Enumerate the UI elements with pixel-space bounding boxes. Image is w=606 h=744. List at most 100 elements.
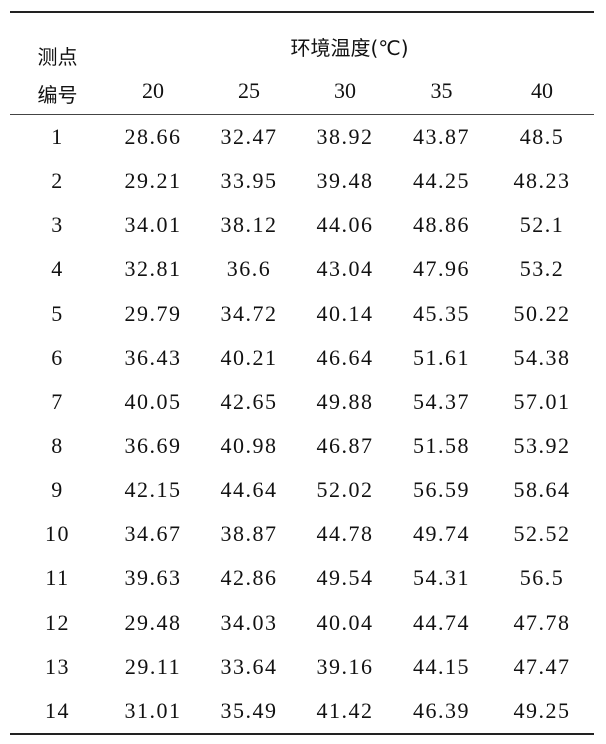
value-cell: 35.49: [201, 688, 297, 735]
point-id-cell: 3: [51, 212, 64, 238]
value-cell: 34.01: [124, 212, 182, 238]
value-cell: 29.21: [124, 168, 182, 194]
value-cell: 31.01: [105, 688, 201, 735]
table-row: 13 29.11 33.64 39.16 44.15 47.47: [10, 645, 594, 689]
column-header-20: 20: [105, 67, 201, 115]
point-id-cell: 5: [51, 300, 64, 326]
table-row: 2 29.21 33.95 39.48 44.25 48.23: [10, 159, 594, 203]
value-cell: 33.64: [220, 653, 278, 679]
value-cell: 44.06: [316, 212, 374, 238]
point-id-header: 测点 编号: [10, 11, 105, 115]
value-cell: 48.23: [513, 168, 571, 194]
table-row: 10 34.67 38.87 44.78 49.74 52.52: [10, 512, 594, 556]
value-cell: 46.39: [393, 688, 490, 735]
value-cell: 52.52: [513, 521, 571, 547]
value-cell: 47.47: [513, 653, 571, 679]
value-cell: 40.04: [316, 609, 374, 635]
value-cell: 36.6: [226, 256, 272, 282]
table-row: 8 36.69 40.98 46.87 51.58 53.92: [10, 424, 594, 468]
value-cell: 29.48: [124, 609, 182, 635]
value-cell: 49.54: [316, 565, 374, 591]
value-cell: 39.48: [316, 168, 374, 194]
table-row: 14 31.01 35.49 41.42 46.39 49.25: [10, 688, 595, 735]
value-cell: 49.88: [316, 388, 374, 414]
value-cell: 54.38: [513, 344, 571, 370]
row-header-line2: 编号: [37, 83, 78, 107]
value-cell: 53.92: [513, 433, 571, 459]
value-cell: 38.12: [220, 212, 278, 238]
value-cell: 49.25: [490, 688, 595, 735]
point-id-cell: 1: [51, 124, 64, 150]
column-header-35: 35: [393, 67, 490, 115]
table-row: 7 40.05 42.65 49.88 54.37 57.01: [10, 380, 594, 424]
value-cell: 49.74: [413, 521, 470, 547]
value-cell: 38.92: [316, 124, 374, 150]
value-cell: 43.04: [316, 256, 374, 282]
ambient-temperature-header: 环境温度(℃): [105, 11, 595, 67]
point-id-cell: 11: [45, 565, 70, 591]
value-cell: 34.67: [124, 521, 182, 547]
value-cell: 52.02: [316, 477, 374, 503]
value-cell: 39.63: [124, 565, 182, 591]
point-id-cell: 2: [51, 168, 64, 194]
value-cell: 44.74: [413, 609, 470, 635]
value-cell: 48.86: [413, 212, 470, 238]
value-cell: 53.2: [519, 256, 565, 282]
value-cell: 45.35: [413, 300, 470, 326]
column-header-40: 40: [490, 67, 595, 115]
value-cell: 34.03: [220, 609, 278, 635]
table-row: 4 32.81 36.6 43.04 47.96 53.2: [10, 247, 594, 291]
value-cell: 29.11: [124, 653, 182, 679]
value-cell: 46.64: [316, 344, 374, 370]
value-cell: 44.25: [413, 168, 470, 194]
value-cell: 42.15: [124, 477, 182, 503]
point-id-cell: 14: [10, 688, 105, 735]
table-row: 9 42.15 44.64 52.02 56.59 58.64: [10, 468, 594, 512]
value-cell: 52.1: [519, 212, 565, 238]
table-row: 11 39.63 42.86 49.54 54.31 56.5: [10, 556, 594, 600]
value-cell: 40.21: [220, 344, 278, 370]
value-cell: 44.64: [220, 477, 278, 503]
value-cell: 47.96: [413, 256, 470, 282]
value-cell: 54.37: [413, 388, 470, 414]
value-cell: 34.72: [220, 300, 278, 326]
value-cell: 42.86: [220, 565, 278, 591]
table-row: 1 28.66 32.47 38.92 43.87 48.5: [10, 115, 594, 160]
value-cell: 40.98: [220, 433, 278, 459]
table-row: 6 36.43 40.21 46.64 51.61 54.38: [10, 336, 594, 380]
point-id-cell: 12: [45, 609, 70, 635]
table-row: 3 34.01 38.12 44.06 48.86 52.1: [10, 203, 594, 247]
value-cell: 41.42: [297, 688, 393, 735]
value-cell: 48.5: [519, 124, 565, 150]
value-cell: 58.64: [513, 477, 571, 503]
point-id-cell: 6: [51, 344, 64, 370]
temperature-table: 测点 编号 环境温度(℃) 20 25 30 35 40 1 28.66 32.47 38.92…: [10, 11, 595, 735]
point-id-cell: 7: [51, 388, 64, 414]
value-cell: 29.79: [124, 300, 182, 326]
value-cell: 40.05: [124, 388, 182, 414]
value-cell: 43.87: [413, 124, 470, 150]
column-header-30: 30: [297, 67, 393, 115]
value-cell: 32.81: [124, 256, 182, 282]
value-cell: 38.87: [220, 521, 278, 547]
value-cell: 50.22: [513, 300, 571, 326]
point-id-cell: 4: [51, 256, 64, 282]
value-cell: 56.59: [413, 477, 470, 503]
value-cell: 42.65: [220, 388, 278, 414]
value-cell: 51.61: [413, 344, 470, 370]
point-id-cell: 13: [45, 653, 70, 679]
table-row: 12 29.48 34.03 40.04 44.74 47.78: [10, 601, 594, 645]
point-id-cell: 9: [51, 477, 64, 503]
value-cell: 33.95: [220, 168, 278, 194]
value-cell: 32.47: [220, 124, 278, 150]
value-cell: 56.5: [519, 565, 565, 591]
value-cell: 47.78: [513, 609, 571, 635]
value-cell: 51.58: [413, 433, 470, 459]
column-header-25: 25: [201, 67, 297, 115]
value-cell: 36.69: [124, 433, 182, 459]
value-cell: 36.43: [124, 344, 182, 370]
point-id-cell: 10: [45, 521, 70, 547]
value-cell: 46.87: [316, 433, 374, 459]
value-cell: 57.01: [513, 388, 571, 414]
value-cell: 39.16: [316, 653, 374, 679]
